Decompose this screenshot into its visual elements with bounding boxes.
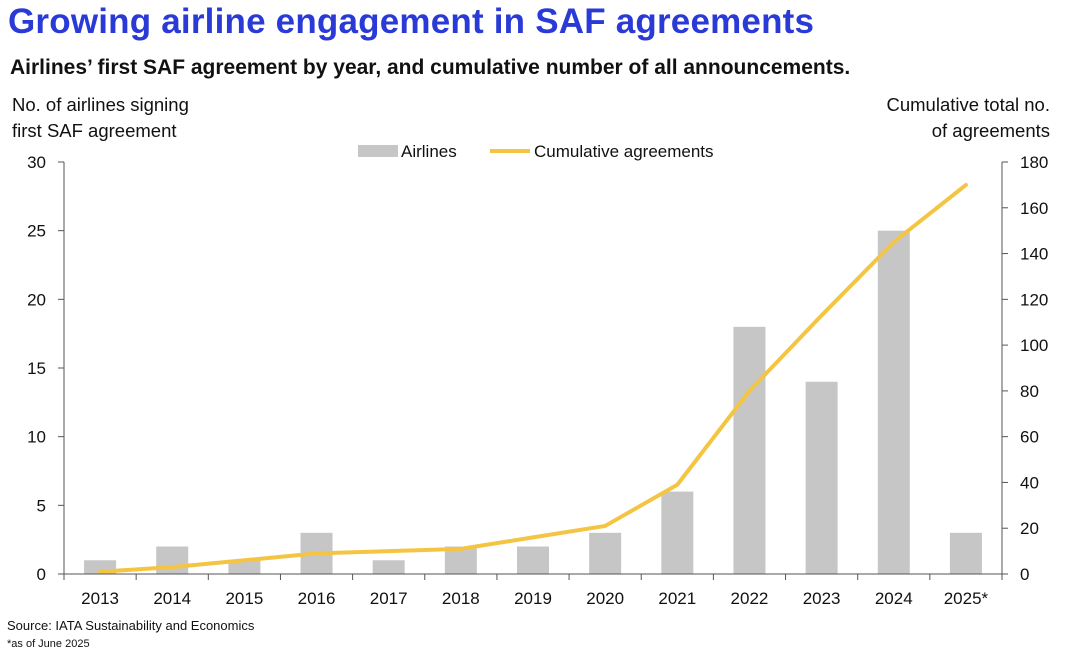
right-axis-title-line2: of agreements [931, 120, 1050, 141]
x-tick-label: 2016 [298, 589, 336, 608]
x-tick-label: 2025* [944, 589, 989, 608]
right-tick-label: 0 [1020, 565, 1029, 584]
left-tick-label: 0 [37, 565, 46, 584]
chart-title: Growing airline engagement in SAF agreem… [8, 2, 815, 41]
bar-2023 [805, 381, 838, 574]
left-tick-label: 5 [37, 496, 46, 515]
bars-layer [84, 230, 982, 574]
chart-subtitle: Airlines’ first SAF agreement by year, a… [10, 56, 851, 79]
right-tick-label: 140 [1020, 245, 1048, 264]
bar-2021 [661, 491, 694, 574]
legend-label-cumulative: Cumulative agreements [534, 142, 714, 161]
left-axis-title: No. of airlines signing first SAF agreem… [12, 92, 189, 144]
left-tick-label: 25 [27, 222, 46, 241]
x-tick-label: 2024 [875, 589, 913, 608]
x-tick-label: 2021 [658, 589, 696, 608]
bar-2017 [372, 560, 405, 574]
left-tick-label: 30 [27, 153, 46, 172]
left-axis-title-line2: first SAF agreement [12, 120, 177, 141]
axes-layer: 0 5 10 15 20 25 30 0 20 40 60 80 100 120 140 160 180 2013… [27, 153, 1048, 608]
x-tick-label: 2022 [731, 589, 769, 608]
right-tick-label: 20 [1020, 519, 1039, 538]
source-note: Source: IATA Sustainability and Economic… [7, 618, 255, 633]
x-tick-label: 2015 [225, 589, 263, 608]
x-tick-label: 2017 [370, 589, 408, 608]
cumulative-line [98, 182, 968, 574]
left-tick-label: 10 [27, 428, 46, 447]
bar-2024 [877, 230, 910, 574]
right-axis-title: Cumulative total no. of agreements [886, 92, 1050, 144]
bar-2014 [156, 546, 189, 574]
x-tick-label: 2014 [153, 589, 191, 608]
right-tick-label: 120 [1020, 290, 1048, 309]
left-axis-title-line1: No. of airlines signing [12, 94, 189, 115]
bar-2025* [949, 532, 982, 574]
x-tick-label: 2018 [442, 589, 480, 608]
right-tick-label: 40 [1020, 473, 1039, 492]
left-tick-label: 15 [27, 359, 46, 378]
footnote: *as of June 2025 [7, 638, 90, 650]
right-tick-label: 160 [1020, 199, 1048, 218]
right-tick-label: 180 [1020, 153, 1048, 172]
right-tick-label: 80 [1020, 382, 1039, 401]
legend-swatch-airlines [358, 145, 398, 157]
right-tick-label: 60 [1020, 428, 1039, 447]
x-tick-label: 2020 [586, 589, 624, 608]
left-tick-label: 20 [27, 290, 46, 309]
bar-2022 [733, 326, 766, 574]
x-tick-label: 2023 [803, 589, 841, 608]
bar-2015 [228, 560, 261, 574]
line-layer [98, 182, 968, 574]
legend-label-airlines: Airlines [401, 142, 457, 161]
bar-2020 [589, 532, 622, 574]
right-axis-title-line1: Cumulative total no. [886, 94, 1050, 115]
bar-2019 [517, 546, 549, 574]
x-tick-label: 2013 [81, 589, 119, 608]
x-tick-label: 2019 [514, 589, 552, 608]
legend: Airlines Cumulative agreements [358, 142, 714, 161]
right-tick-label: 100 [1020, 336, 1048, 355]
